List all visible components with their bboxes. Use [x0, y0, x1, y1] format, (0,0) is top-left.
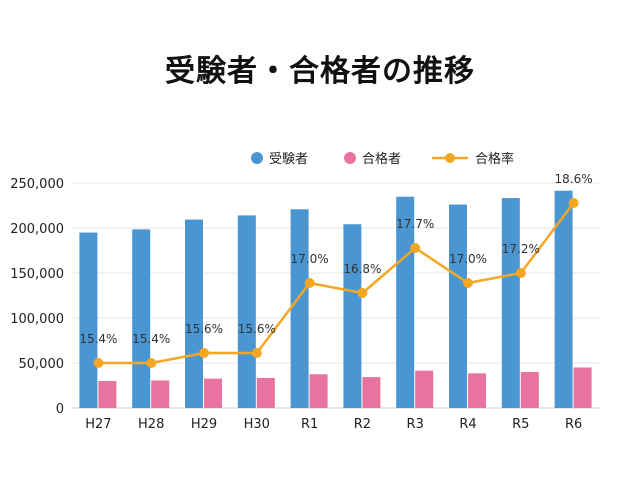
- x-tick-label: R2: [354, 417, 371, 432]
- x-tick-label: H30: [244, 417, 270, 432]
- bar-passers: [362, 377, 381, 408]
- bar-passers: [98, 380, 117, 408]
- y-tick-label: 0: [56, 402, 64, 417]
- bar-examinees: [343, 224, 362, 408]
- y-tick-label: 100,000: [10, 312, 64, 327]
- bars: [79, 190, 592, 408]
- rate-line-path: [98, 202, 575, 365]
- bar-examinees: [396, 196, 415, 408]
- chart-title: 受験者・合格者の推移: [165, 54, 475, 89]
- bar-examinees: [449, 204, 467, 408]
- bar-passers: [309, 374, 328, 408]
- bar-passers: [468, 373, 486, 408]
- rate-point: [410, 243, 421, 253]
- bar-passers: [415, 370, 434, 408]
- rate-label: 18.6%: [555, 172, 593, 186]
- rate-point: [146, 358, 157, 368]
- rate-point: [199, 348, 209, 358]
- rate-point: [93, 358, 104, 368]
- bar-passers: [573, 367, 592, 408]
- x-tick-label: R3: [407, 417, 424, 432]
- rate-point: [357, 288, 368, 298]
- bar-examinees: [290, 209, 309, 408]
- rate-label: 16.8%: [343, 262, 381, 276]
- rate-line: 15.4% 15.4% 15.6% 15.6% 17.0% 16.8% 17.7% 17.0%…: [79, 172, 593, 368]
- y-tick-label: 250,000: [10, 177, 64, 192]
- rate-label: 17.2%: [502, 242, 540, 256]
- legend-swatch: [251, 152, 263, 164]
- x-tick-label: R5: [512, 417, 529, 432]
- rate-label: 17.0%: [291, 252, 329, 266]
- rate-point: [304, 278, 315, 288]
- x-tick-label: H28: [138, 417, 164, 432]
- x-tick-label: R4: [459, 417, 476, 432]
- rate-label: 15.4%: [132, 332, 170, 346]
- rate-label: 15.6%: [185, 322, 223, 336]
- bar-examinees: [554, 190, 573, 408]
- bar-examinees: [79, 232, 98, 408]
- bar-examinees: [237, 215, 256, 408]
- rate-label: 17.7%: [396, 217, 434, 231]
- rate-label: 17.0%: [449, 252, 487, 266]
- x-tick-label: H27: [85, 417, 111, 432]
- y-axis: 0 50,000 100,000 150,000 200,000 250,000: [10, 177, 64, 417]
- legend: 受験者 合格者 合格率: [251, 151, 514, 167]
- x-tick-label: R1: [301, 417, 318, 432]
- legend-swatch: [344, 152, 356, 164]
- x-axis: H27 H28 H29 H30 R1 R2 R3 R4 R5 R6: [85, 417, 582, 432]
- rate-point: [568, 198, 579, 208]
- rate-label: 15.4%: [79, 332, 117, 346]
- bar-passers: [151, 380, 170, 408]
- legend-label: 合格率: [475, 151, 514, 167]
- bar-examinees: [185, 219, 203, 408]
- legend-label: 受験者: [269, 152, 308, 167]
- rate-point: [251, 348, 262, 358]
- legend-label: 合格者: [362, 151, 401, 167]
- rate-point: [515, 268, 526, 278]
- y-tick-label: 50,000: [19, 357, 65, 372]
- x-tick-label: H29: [191, 417, 217, 432]
- bar-examinees: [132, 229, 151, 408]
- y-tick-label: 200,000: [10, 222, 64, 237]
- rate-label: 15.6%: [238, 322, 276, 336]
- bar-examinees: [501, 198, 520, 408]
- y-tick-label: 150,000: [10, 267, 64, 282]
- bar-passers: [204, 378, 222, 408]
- rate-point: [463, 278, 473, 288]
- bar-passers: [520, 371, 539, 408]
- x-tick-label: R6: [565, 417, 582, 432]
- bar-passers: [256, 377, 275, 408]
- legend-swatch: [445, 153, 455, 163]
